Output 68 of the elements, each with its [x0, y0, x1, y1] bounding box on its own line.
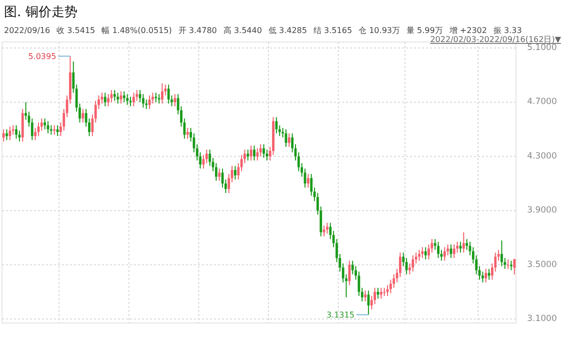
candlestick	[412, 254, 414, 272]
text: 高 3.5440	[223, 26, 262, 35]
annotation: 5.0395	[28, 52, 56, 62]
candlestick	[418, 249, 420, 262]
candlestick	[46, 120, 50, 134]
y-tick-label: 4.7000	[527, 97, 557, 108]
text: 结 3.5165	[314, 26, 352, 35]
text: 收 3.5415	[56, 26, 96, 35]
text: 2022/02/03-2022/09/16(162日)▼	[430, 35, 562, 44]
text: 2022/09/16	[4, 26, 50, 35]
candlestick	[250, 145, 252, 161]
candlestick	[218, 168, 221, 182]
candlestick	[142, 94, 144, 108]
candlestick	[107, 94, 110, 107]
candlestick	[513, 258, 516, 275]
candlestick	[15, 124, 18, 140]
text: 低 3.4285	[268, 26, 307, 35]
candlestick	[322, 225, 326, 237]
candlestick	[246, 149, 250, 161]
candlestick	[500, 240, 503, 267]
candlestick	[424, 246, 427, 260]
candlestick	[44, 118, 46, 130]
candlestick	[306, 174, 310, 188]
text: 开 3.4780	[178, 26, 217, 35]
candlestick	[126, 94, 129, 106]
candlestick	[2, 128, 5, 142]
candlestick	[132, 92, 135, 107]
y-tick-label: 3.1000	[527, 314, 557, 324]
candlestick	[275, 116, 278, 134]
candlestick	[288, 132, 290, 148]
candlestick	[348, 260, 351, 286]
candlestick	[326, 222, 328, 234]
candlestick	[116, 92, 120, 104]
candlestick	[443, 246, 446, 262]
candlestick	[253, 145, 256, 161]
candlestick	[234, 165, 236, 180]
candlestick	[104, 92, 106, 107]
y-tick-label: 4.3000	[527, 151, 557, 162]
text: 增 +2302	[448, 26, 487, 35]
candlestick	[421, 246, 424, 259]
candlestick	[122, 90, 126, 103]
candlestick	[158, 94, 160, 104]
candlestick	[462, 232, 465, 254]
candlestick	[484, 268, 488, 283]
candlestick	[8, 126, 12, 141]
text: 量 5.99万	[406, 26, 443, 35]
candlestick	[437, 241, 440, 259]
chart-title: 图. 铜价走势	[4, 5, 78, 20]
candlestick	[174, 94, 176, 107]
candlestick	[82, 108, 84, 124]
candlestick	[186, 127, 189, 140]
candlestick	[364, 290, 366, 302]
candlestick	[256, 148, 259, 161]
candlestick	[259, 144, 262, 157]
candlestick	[113, 90, 116, 102]
candlestick	[380, 287, 382, 300]
y-tick-label: 3.9000	[527, 206, 557, 216]
text: 振 3.33	[493, 26, 522, 35]
candlestick	[262, 144, 265, 158]
text: 幅 1.48%(0.0515)	[102, 26, 172, 35]
y-tick-label: 5.1000	[527, 43, 557, 53]
candlestick	[161, 82, 164, 104]
candlestick	[6, 128, 8, 141]
text: 仓 10.93万	[358, 26, 400, 35]
candlestick	[167, 84, 170, 104]
annotation: 3.1315	[326, 310, 354, 320]
y-tick-label: 3.5000	[527, 260, 557, 270]
candlestick	[452, 244, 456, 259]
